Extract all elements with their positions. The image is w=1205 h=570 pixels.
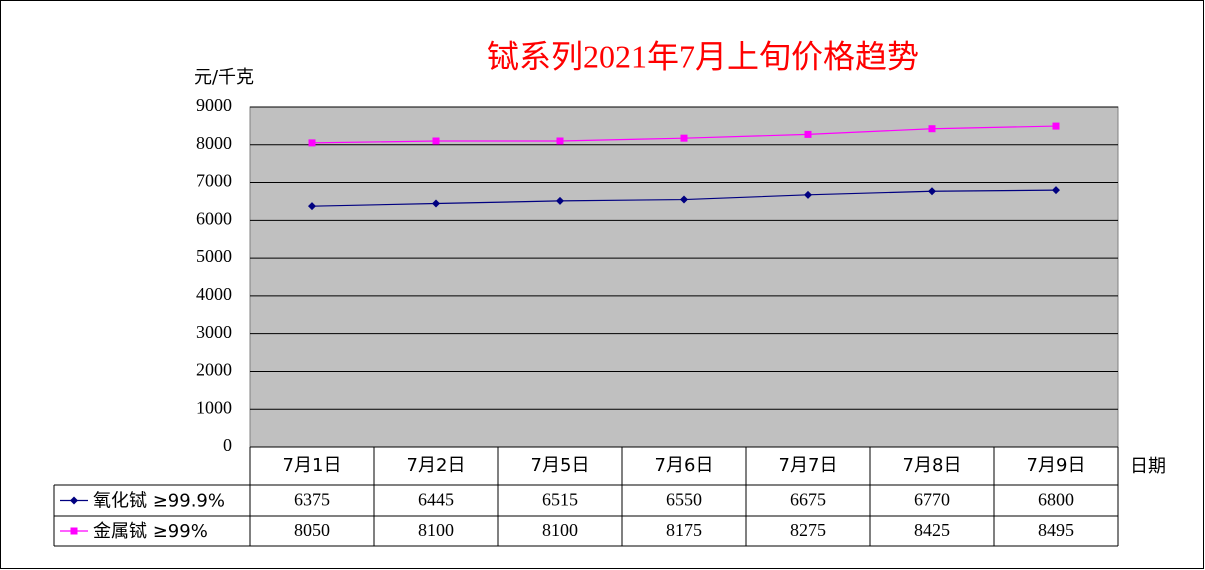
- x-axis-title: 日期: [1130, 456, 1166, 477]
- y-tick-label: 5000: [196, 246, 232, 266]
- x-tick-label: 7月6日: [655, 455, 714, 476]
- data-point: [680, 195, 688, 204]
- table-value: 8100: [542, 520, 578, 540]
- table-value: 6550: [666, 490, 702, 510]
- data-point: [804, 130, 812, 138]
- data-point: [928, 187, 936, 196]
- data-point: [432, 137, 440, 145]
- y-tick-label: 0: [223, 435, 232, 455]
- table-value: 6515: [542, 490, 578, 510]
- legend-marker: [70, 496, 78, 505]
- table-value: 8100: [418, 520, 454, 540]
- data-point: [556, 137, 564, 145]
- x-tick-label: 7月1日: [283, 455, 342, 476]
- data-point: [928, 125, 936, 133]
- table-value: 8425: [914, 520, 950, 540]
- chart-title: 铽系列2021年7月上旬价格趋势: [487, 38, 919, 74]
- table-value: 6445: [418, 490, 454, 510]
- table-value: 6770: [914, 490, 950, 510]
- data-point: [556, 196, 564, 205]
- legend-marker: [70, 527, 78, 535]
- plot-area: [249, 106, 1119, 448]
- x-tick-label: 7月7日: [779, 455, 838, 476]
- table-value: 6800: [1038, 490, 1074, 510]
- legend-label: 金属铽 ≥99%: [93, 521, 208, 542]
- data-point: [1052, 186, 1060, 195]
- x-tick-label: 7月9日: [1027, 455, 1086, 476]
- y-tick-label: 3000: [196, 322, 232, 342]
- data-point: [308, 139, 316, 147]
- data-point: [804, 190, 812, 199]
- table-value: 8275: [790, 520, 826, 540]
- table-value: 8175: [666, 520, 702, 540]
- table-value: 6675: [790, 490, 826, 510]
- data-point: [432, 199, 440, 208]
- y-tick-label: 4000: [196, 284, 232, 304]
- y-tick-label: 7000: [196, 171, 232, 191]
- table-value: 8050: [294, 520, 330, 540]
- y-axis-title: 元/千克: [194, 67, 254, 88]
- y-tick-label: 9000: [196, 95, 232, 115]
- table-value: 8495: [1038, 520, 1074, 540]
- table-value: 6375: [294, 490, 330, 510]
- y-tick-label: 1000: [196, 397, 232, 417]
- y-tick-label: 8000: [196, 133, 232, 153]
- x-tick-label: 7月2日: [407, 455, 466, 476]
- data-point: [308, 202, 316, 211]
- y-tick-label: 2000: [196, 360, 232, 380]
- legend-label: 氧化铽 ≥99.9%: [93, 491, 225, 512]
- x-tick-label: 7月5日: [531, 455, 590, 476]
- y-tick-label: 6000: [196, 208, 232, 228]
- x-tick-label: 7月8日: [903, 455, 962, 476]
- data-point: [680, 134, 688, 142]
- data-point: [1052, 122, 1060, 130]
